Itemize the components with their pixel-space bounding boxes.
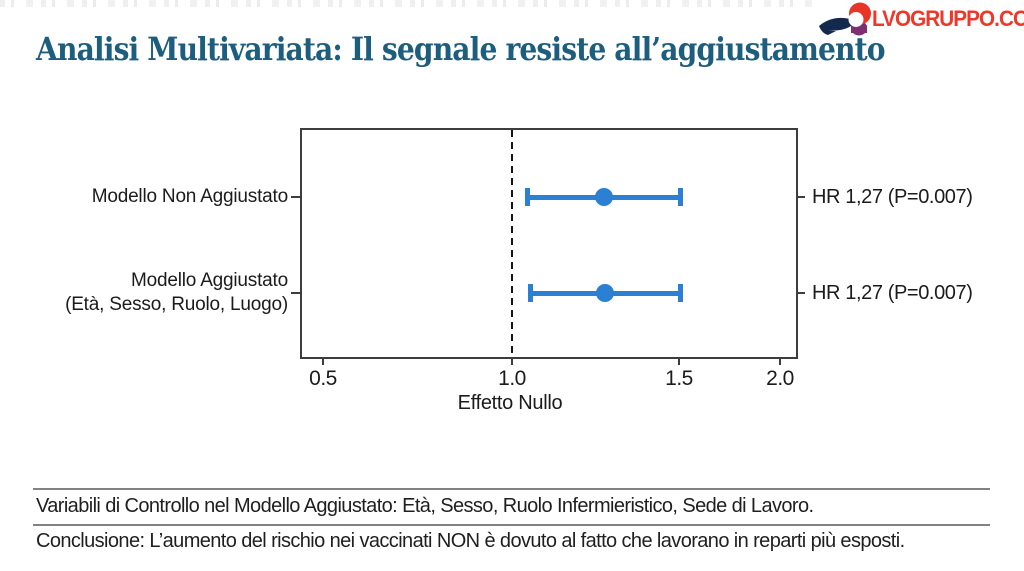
null-effect-reference-line — [511, 130, 513, 357]
x-axis-title: Effetto Nullo — [457, 392, 563, 414]
row-label-line: Modello Aggiustato — [131, 270, 288, 291]
row-label-line: (Età, Sesso, Ruolo, Luogo) — [65, 294, 288, 315]
row-label-unadjusted: Modello Non Aggiustato — [40, 185, 288, 209]
x-tick-label-1.0: 1.0 — [498, 367, 526, 390]
row-label-adjusted: Modello Aggiustato (Età, Sesso, Ruolo, L… — [40, 269, 288, 317]
ci-cap-low-row1 — [525, 188, 530, 206]
divider-line — [33, 524, 990, 526]
annotation-tick-row2 — [796, 292, 805, 294]
hr-point-row2 — [596, 284, 614, 302]
site-logo-text: LVOGRUPPO.COM — [872, 6, 1024, 31]
hr-annotation-row2: HR 1,27 (P=0.007) — [812, 282, 973, 304]
plot-area — [300, 128, 798, 359]
swimmer-figure-icon — [818, 1, 876, 37]
ci-cap-high-row2 — [678, 284, 683, 302]
divider-line — [33, 488, 990, 490]
x-tick-0.5 — [322, 357, 324, 365]
y-tick-row2 — [291, 292, 300, 294]
y-tick-row1 — [291, 196, 300, 198]
x-tick-label-0.5: 0.5 — [309, 367, 337, 390]
video-artifact-strip — [0, 0, 815, 7]
annotation-tick-row1 — [796, 196, 805, 198]
ci-cap-low-row2 — [528, 284, 533, 302]
row-label-line: Modello Non Aggiustato — [91, 186, 288, 207]
x-tick-2.0 — [779, 357, 781, 365]
x-tick-label-1.5: 1.5 — [665, 367, 693, 390]
footnote-conclusion: Conclusione: L’aumento del rischio nei v… — [36, 530, 905, 552]
hr-point-row1 — [595, 188, 613, 206]
hr-annotation-row1: HR 1,27 (P=0.007) — [812, 186, 973, 208]
x-tick-label-2.0: 2.0 — [766, 367, 794, 390]
site-logo: LVOGRUPPO.COM — [818, 1, 1024, 37]
ci-cap-high-row1 — [678, 188, 683, 206]
page-title: Analisi Multivariata: Il segnale resiste… — [36, 30, 886, 68]
footnote-controls: Variabili di Controllo nel Modello Aggiu… — [36, 495, 814, 517]
x-tick-1.0 — [511, 357, 513, 365]
x-tick-1.5 — [678, 357, 680, 365]
